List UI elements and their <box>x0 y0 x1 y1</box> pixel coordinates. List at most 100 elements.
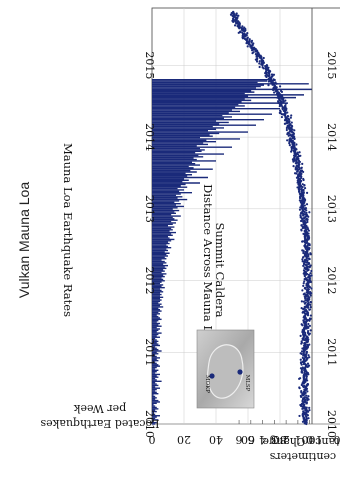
distance-point <box>286 139 289 142</box>
distance-point <box>308 290 312 294</box>
distance-point <box>284 99 287 102</box>
distance-point <box>298 414 301 418</box>
quake-y-tick-label: 40 <box>209 433 223 446</box>
distance-point <box>286 111 289 114</box>
distance-point <box>303 372 306 375</box>
distance-point <box>306 331 310 334</box>
distance-point <box>301 249 304 252</box>
distance-point <box>307 257 310 260</box>
distance-point <box>299 394 302 398</box>
distance-point <box>303 186 307 190</box>
distance-point <box>304 206 308 210</box>
distance-point <box>306 226 309 229</box>
distance-point <box>305 350 308 353</box>
distance-point <box>240 26 243 30</box>
distance-point <box>267 84 270 87</box>
distance-point <box>293 129 296 132</box>
distance-point <box>278 85 282 88</box>
distance-point <box>288 120 291 123</box>
distance-points <box>229 10 313 426</box>
distance-point <box>301 183 304 186</box>
distance-point <box>285 128 288 132</box>
distance-point <box>250 39 254 42</box>
distance-point <box>305 394 308 397</box>
distance-point <box>302 188 305 192</box>
distance-point <box>299 377 302 380</box>
distance-point <box>278 104 281 108</box>
quake-x-tick-label: 2014 <box>143 123 156 151</box>
distance-point <box>252 42 255 45</box>
earthquake-rate-chart: 020406080100120 201020112012201320142015… <box>40 7 340 446</box>
distance-point <box>254 47 257 51</box>
distance-point <box>291 139 294 142</box>
distance-point <box>289 133 292 136</box>
distance-point <box>305 203 309 206</box>
distance-point <box>303 210 306 214</box>
distance-point <box>310 274 313 277</box>
distance-point <box>300 307 303 310</box>
distance-point <box>305 335 309 338</box>
distance-point <box>237 14 240 17</box>
distance-point <box>273 91 276 94</box>
dist-y-tick-label: 2 <box>283 433 290 446</box>
distance-point <box>304 250 307 254</box>
distance-point <box>303 219 306 222</box>
distance-point <box>303 292 306 295</box>
quake-x-tick-label: 2013 <box>143 195 156 223</box>
distance-point <box>301 289 304 292</box>
distance-point <box>296 151 299 154</box>
distance-point <box>302 319 305 322</box>
distance-point <box>303 280 306 283</box>
distance-point <box>259 54 262 57</box>
dist-x-tick-label: 2014 <box>325 123 338 151</box>
distance-point <box>252 51 255 54</box>
distance-point <box>300 389 303 393</box>
distance-point <box>267 77 270 81</box>
distance-point <box>308 324 311 327</box>
distance-point <box>308 343 311 346</box>
distance-point <box>258 62 261 65</box>
distance-point <box>287 131 290 134</box>
distance-point <box>272 73 276 76</box>
distance-point <box>295 143 298 146</box>
distance-point <box>290 148 293 152</box>
distance-point <box>308 409 311 412</box>
distance-point <box>298 208 302 211</box>
distance-point <box>307 229 311 232</box>
distance-point <box>300 369 303 373</box>
distance-point <box>309 300 312 304</box>
mlsp-station-marker <box>237 369 243 375</box>
quake-x-tick-label: 2010 <box>143 410 156 438</box>
distance-point <box>264 74 267 77</box>
distance-point <box>261 66 264 69</box>
distance-point <box>307 354 310 357</box>
distance-point <box>302 310 305 313</box>
distance-point <box>246 36 249 39</box>
inset-map: MOKP MLSP <box>196 329 255 409</box>
distance-point <box>301 240 304 243</box>
distance-point <box>308 356 311 359</box>
distance-point <box>308 332 311 335</box>
distance-point <box>286 114 289 118</box>
distance-point <box>298 199 301 202</box>
distance-point <box>290 114 293 117</box>
dist-x-tick-label: 2013 <box>325 195 338 223</box>
distance-point <box>237 20 240 23</box>
distance-point <box>306 329 310 333</box>
distance-point <box>308 308 312 311</box>
distance-point <box>303 204 306 207</box>
distance-point <box>301 366 304 369</box>
distance-point <box>309 329 312 332</box>
dist-y-tick-label: 0 <box>306 433 313 446</box>
distance-point <box>241 31 244 34</box>
distance-point <box>307 322 310 326</box>
dist-y-tick-label: 3 <box>271 433 278 446</box>
distance-point <box>303 396 306 399</box>
distance-point <box>305 318 308 321</box>
distance-point <box>239 30 242 33</box>
distance-point <box>289 137 292 140</box>
dist-y-tick-label: 4 <box>259 433 266 446</box>
distance-point <box>308 211 311 214</box>
distance-point <box>300 199 303 202</box>
